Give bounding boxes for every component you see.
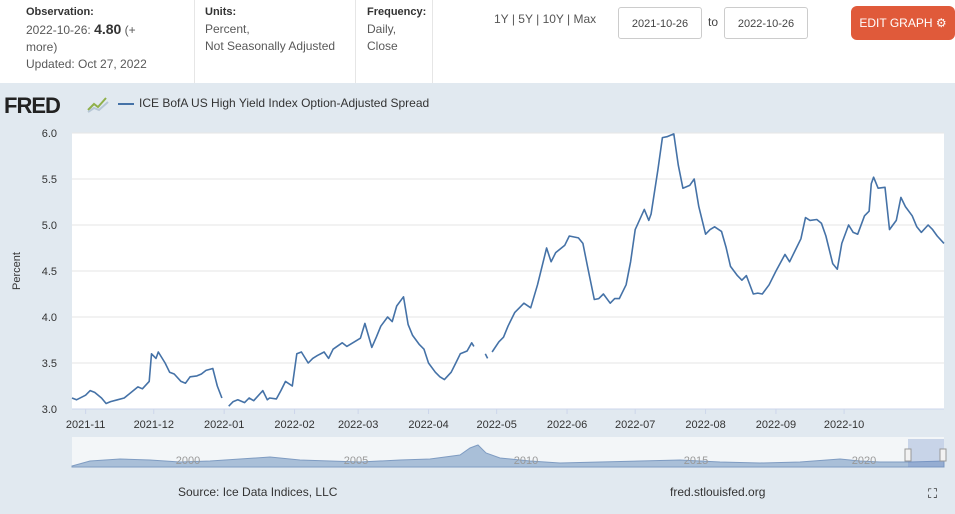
edit-graph-label: EDIT GRAPH — [859, 16, 933, 30]
range-sep: | — [511, 12, 515, 26]
frequency-line2: Close — [367, 39, 398, 53]
x-tick-label: 2022-08 — [685, 419, 725, 431]
more-link[interactable]: (+ — [124, 23, 136, 37]
y-tick-label: 3.0 — [42, 404, 57, 416]
navigator-handle-left[interactable] — [904, 448, 912, 462]
navigator-year-label: 2005 — [344, 455, 368, 467]
more-link-cont[interactable]: more) — [26, 40, 58, 54]
y-tick-label: 4.5 — [42, 266, 57, 278]
frequency-line1: Daily, — [367, 22, 397, 36]
x-tick-label: 2021-12 — [134, 419, 174, 431]
series-line — [228, 296, 475, 407]
x-tick-label: 2022-09 — [756, 419, 796, 431]
x-tick-label: 2022-01 — [204, 419, 244, 431]
date-from-input[interactable]: 2021-10-26 — [618, 7, 702, 39]
range-5y[interactable]: 5Y — [518, 12, 533, 26]
observation-panel: Observation: 2022-10-26: 4.80 (+ more) U… — [0, 0, 195, 83]
date-to-input[interactable]: 2022-10-26 — [724, 7, 808, 39]
x-tick-label: 2022-10 — [824, 419, 864, 431]
y-tick-label: 6.0 — [42, 128, 57, 140]
x-tick-label: 2022-03 — [338, 419, 378, 431]
navigator-series — [71, 444, 945, 468]
series-line — [484, 353, 489, 359]
observation-label: Observation: — [26, 6, 94, 18]
navigator-year-label: 2015 — [684, 455, 708, 467]
gear-icon: ⚙ — [935, 16, 947, 30]
units-line1: Percent, — [205, 22, 250, 36]
site-link[interactable]: fred.stlouisfed.org — [670, 485, 766, 499]
header-bar: Observation: 2022-10-26: 4.80 (+ more) U… — [0, 0, 955, 83]
graph-area: FRED ICE BofA US High Yield Index Option… — [0, 83, 955, 514]
range-sep: | — [567, 12, 571, 26]
source-note: Source: Ice Data Indices, LLC — [178, 485, 338, 499]
fullscreen-icon[interactable]: ⛶ — [928, 486, 938, 501]
range-links: 1Y | 5Y | 10Y | Max — [494, 12, 596, 26]
y-tick-label: 4.0 — [42, 312, 57, 324]
x-tick-label: 2022-02 — [274, 419, 314, 431]
frequency-panel: Frequency: Daily, Close — [357, 0, 433, 83]
y-tick-label: 3.5 — [42, 358, 57, 370]
y-tick-label: 5.0 — [42, 220, 57, 232]
units-label: Units: — [205, 6, 237, 18]
navigator-year-label: 2000 — [176, 455, 200, 467]
legend-label: ICE BofA US High Yield Index Option-Adju… — [139, 96, 430, 110]
fred-logo[interactable]: FRED — [4, 93, 61, 118]
x-tick-label: 2022-05 — [476, 419, 516, 431]
units-panel: Units: Percent, Not Seasonally Adjusted — [196, 0, 356, 83]
x-tick-label: 2022-04 — [408, 419, 448, 431]
navigator-year-label: 2010 — [514, 455, 538, 467]
x-tick-label: 2022-06 — [547, 419, 587, 431]
series-line — [71, 351, 223, 405]
range-max[interactable]: Max — [573, 12, 597, 26]
x-tick-label: 2022-07 — [615, 419, 655, 431]
frequency-label: Frequency: — [367, 6, 427, 18]
range-sep: | — [536, 12, 540, 26]
navigator-year-label: 2020 — [852, 455, 876, 467]
x-tick-label: 2021-11 — [66, 419, 106, 431]
navigator-handle-right[interactable] — [939, 448, 947, 462]
observation-date: 2022-10-26: — [26, 23, 91, 37]
navigator-selection — [908, 439, 944, 467]
legend-line-swatch — [118, 103, 134, 105]
y-axis-title: Percent — [11, 252, 23, 290]
fred-chart-icon — [86, 93, 110, 113]
y-tick-label: 5.5 — [42, 174, 57, 186]
range-10y[interactable]: 10Y — [542, 12, 564, 26]
edit-graph-button[interactable]: EDIT GRAPH ⚙ — [851, 6, 955, 40]
series-line — [491, 133, 945, 353]
range-1y[interactable]: 1Y — [494, 12, 509, 26]
chart-svg: 3.0 3.5 4.0 4.5 5.0 5.5 6.0 Percent 2021-11 2021… — [11, 128, 947, 468]
updated-date: Updated: Oct 27, 2022 — [26, 57, 147, 71]
to-label: to — [708, 15, 719, 29]
observation-value: 4.80 — [94, 21, 122, 37]
units-line2: Not Seasonally Adjusted — [205, 39, 336, 53]
